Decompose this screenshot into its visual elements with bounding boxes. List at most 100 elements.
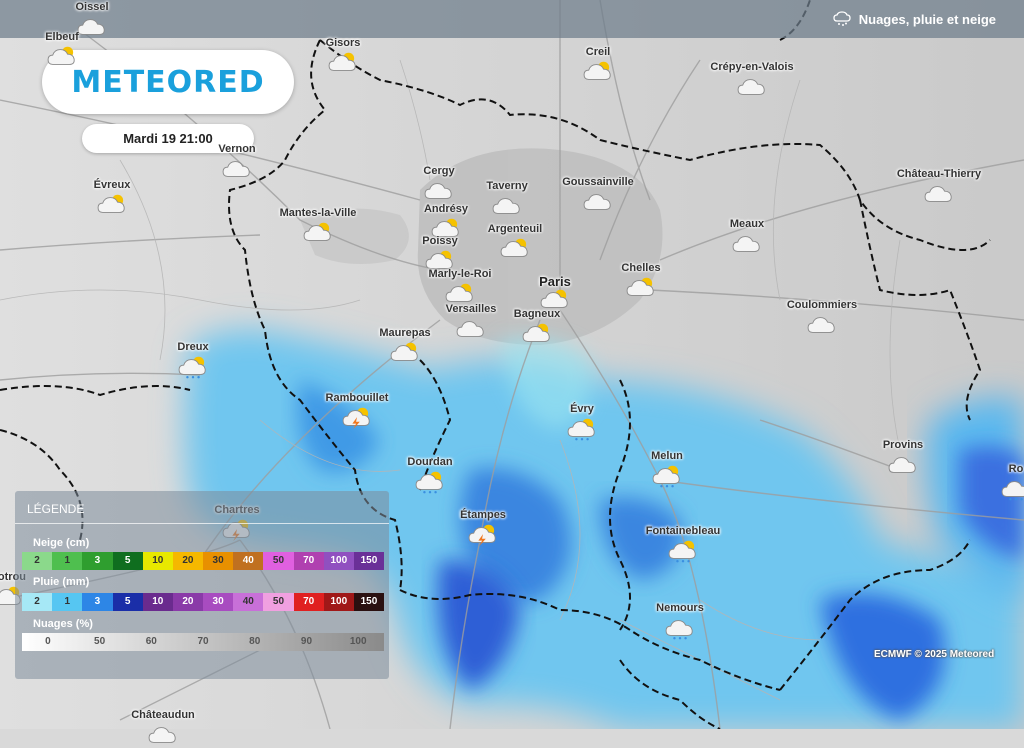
partly-cloudy-icon	[431, 218, 459, 237]
partly-cloudy-icon	[97, 194, 125, 213]
partly-cloudy-rain-icon	[668, 540, 696, 563]
city-name: Dreux	[177, 341, 209, 353]
city-name: Château-Thierry	[896, 168, 982, 180]
minor-roads	[0, 59, 901, 701]
city-name: Marly-le-Roi	[428, 268, 492, 280]
city-name: Crépy-en-Valois	[710, 61, 794, 73]
cloud-rain-icon	[1001, 481, 1024, 501]
city-name: Meaux	[729, 218, 765, 230]
legend-step: 50	[263, 593, 294, 611]
snow-legend-label: Neige (cm)	[33, 537, 90, 549]
layer-title: Nuages, pluie et neige	[858, 11, 996, 27]
city-name: Châteaudun	[131, 709, 195, 721]
legend-step: 100	[323, 593, 354, 611]
partly-cloudy-icon	[328, 52, 356, 71]
legend-title: LÉGENDE	[27, 502, 85, 516]
city-name: Creil	[585, 46, 611, 58]
city-name: Goussainville	[562, 176, 634, 188]
city-name: Coulommiers	[786, 299, 858, 311]
city-name: Oissel	[75, 1, 109, 13]
cloud-icon	[807, 317, 835, 333]
rain-legend-label: Pluie (mm)	[33, 576, 90, 588]
city-name: Ro	[1008, 463, 1024, 475]
map-canvas[interactable]	[0, 0, 1024, 729]
legend-step: 5	[112, 552, 143, 570]
cloud-icon	[732, 236, 760, 252]
legend-step: 70	[293, 593, 324, 611]
legend-step: 40	[233, 593, 264, 611]
clouds-legend-label: Nuages (%)	[33, 618, 93, 630]
partly-cloudy-icon	[583, 61, 611, 80]
city-name: Nemours	[656, 602, 704, 614]
rain-scale: 2 1 3 5 10 20 30 40 50 70 100 150	[22, 593, 385, 611]
city-name: Gisors	[325, 37, 361, 49]
cloud-icon	[77, 19, 105, 35]
legend-tick: 50	[94, 636, 106, 647]
city-name: Fontainebleau	[645, 525, 721, 537]
legend-step: 2	[22, 593, 53, 611]
partly-cloudy-icon	[500, 238, 528, 257]
legend-step: 1	[52, 593, 83, 611]
thunderstorm-icon	[468, 524, 496, 547]
legend-step: 20	[172, 593, 204, 611]
partly-cloudy-icon	[390, 342, 418, 361]
city-name: Argenteuil	[487, 223, 543, 235]
credit-text: ECMWF © 2025 Meteored	[874, 649, 995, 660]
cloud-icon	[424, 183, 452, 199]
legend-tick: 60	[145, 636, 157, 647]
city-name: Évry	[570, 403, 594, 415]
legend-step: 10	[142, 593, 173, 611]
thunderstorm-icon	[342, 407, 370, 430]
legend-step: 5	[112, 593, 143, 611]
precipitation-layer	[185, 329, 1024, 729]
partly-cloudy-rain-icon	[652, 465, 680, 488]
city-name: Maurepas	[379, 327, 431, 339]
legend-step: 1	[52, 552, 83, 570]
partly-cloudy-icon	[303, 222, 331, 241]
legend-step: 50	[263, 552, 294, 570]
legend-step: 70	[293, 552, 324, 570]
forecast-datetime-label: Mardi 19 21:00	[123, 131, 213, 146]
partly-cloudy-icon	[425, 250, 453, 269]
clouds-scale: 0 50 60 70 80 90 100	[22, 633, 384, 651]
city-name: Évreux	[93, 179, 131, 191]
forecast-datetime[interactable]: Mardi 19 21:00	[82, 124, 254, 153]
partly-cloudy-icon	[626, 277, 654, 296]
legend-step: 150	[353, 593, 385, 611]
cloud-rain-snow-icon	[833, 11, 851, 26]
legend-step: 40	[233, 552, 264, 570]
city-name: Cergy	[423, 165, 455, 177]
logo-text: METEORED	[71, 64, 265, 100]
city-name: Versailles	[445, 303, 497, 315]
partly-cloudy-icon	[47, 46, 75, 65]
city-name: Chelles	[621, 262, 661, 274]
city-name: Melun	[651, 450, 683, 462]
snow-scale: 2 1 3 5 10 20 30 40 50 70 100 150	[22, 552, 385, 570]
city-name: Dourdan	[407, 456, 453, 468]
city-name: Étampes	[460, 509, 506, 521]
legend-step: 30	[203, 593, 234, 611]
legend-tick: 100	[349, 636, 367, 647]
meteored-logo: METEORED	[42, 50, 294, 114]
legend-tick: 0	[45, 636, 51, 647]
legend-tick: 90	[300, 636, 313, 647]
cloud-icon	[456, 321, 484, 337]
legend-step: 20	[172, 552, 204, 570]
legend-step: 30	[203, 552, 234, 570]
cloud-rain-icon	[665, 620, 693, 640]
cloud-icon	[583, 194, 611, 210]
city-name: Vernon	[218, 143, 256, 155]
legend-step: 3	[82, 593, 113, 611]
top-bar: Nuages, pluie et neige	[0, 0, 1024, 38]
cloud-icon	[924, 186, 952, 202]
city-name: Elbeuf	[45, 31, 79, 43]
cloud-icon	[222, 161, 250, 177]
legend-step: 10	[142, 552, 173, 570]
cloud-icon	[148, 727, 176, 743]
cloud-icon	[888, 457, 916, 473]
partly-cloudy-rain-icon	[415, 471, 443, 494]
city-name: Rambouillet	[325, 392, 389, 404]
layer-selector[interactable]: Nuages, pluie et neige	[833, 11, 996, 27]
city-name: Bagneux	[513, 308, 561, 320]
city-name: Taverny	[486, 180, 528, 192]
